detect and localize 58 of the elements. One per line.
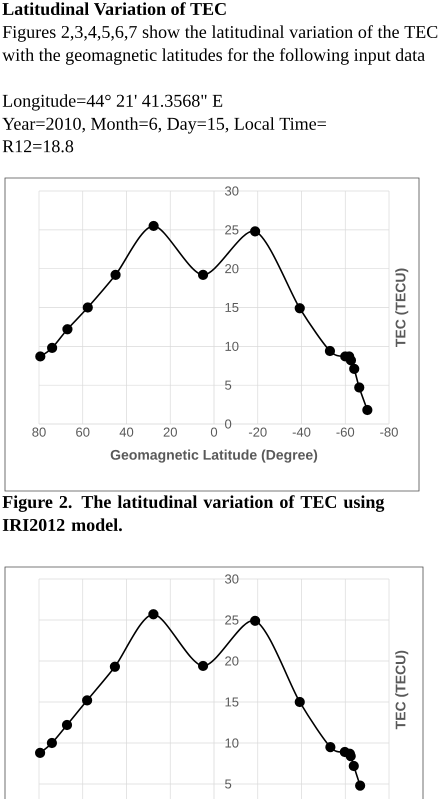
point: [346, 751, 356, 762]
point: [198, 270, 208, 280]
x-tick-label: -20: [248, 428, 267, 437]
point: [348, 760, 359, 772]
point: [62, 324, 73, 334]
point: [349, 364, 360, 374]
x-tick-label: 40: [120, 428, 134, 437]
point: [346, 355, 356, 366]
point: [148, 220, 159, 232]
point: [110, 270, 121, 280]
y-axis-title: TEC (TECU): [395, 268, 408, 348]
point: [294, 303, 305, 314]
caption: Figure 2. The latitudinal variation of TEC using IRI2012 model.: [2, 495, 384, 532]
x-tick-label: 0: [210, 428, 218, 437]
y-tick-label: 15: [226, 302, 238, 312]
x-tick-label: 20: [164, 428, 177, 437]
point: [35, 351, 46, 362]
y-axis-title: TEC (TECU): [395, 650, 408, 730]
x-axis-title: Geomagnetic Latitude (Degree): [110, 450, 318, 463]
point: [46, 738, 58, 748]
text: R12=18.8: [2, 140, 74, 152]
y-tick-label: 10: [226, 738, 238, 748]
x-tick-label: 80: [32, 428, 46, 437]
y-tick-label: 0: [225, 419, 232, 429]
x-tick-label: 60: [76, 428, 90, 437]
y-tick-label: 20: [225, 656, 238, 666]
point: [354, 382, 364, 393]
x-tick-label: -60: [336, 428, 354, 437]
y-tick-label: 20: [225, 264, 238, 274]
x-tick-label: -40: [292, 428, 310, 437]
point: [148, 609, 159, 620]
point: [325, 742, 336, 752]
y-tick-label: 5: [225, 380, 232, 390]
y-tick-label: 5: [225, 779, 232, 789]
y-tick-label: 30: [225, 574, 238, 584]
point: [82, 302, 93, 313]
point: [62, 720, 72, 730]
y-tick-label: 25: [225, 225, 238, 234]
text: Longitude=44° 21' 41.3568" E: [2, 94, 222, 111]
point: [47, 342, 58, 353]
y-tick-label: 15: [226, 697, 238, 707]
x-tick-label: -80: [380, 428, 398, 437]
point: [294, 696, 305, 708]
y-tick-label: 10: [226, 342, 238, 351]
chart-subtitle: Figures 2,3,4,5,6,7 show the latitudinal variation of the TEC with the geomagnetic latitudes for the following input data: [2, 25, 438, 65]
chart-title: Latitudinal Variation of TEC: [2, 2, 226, 16]
point: [198, 660, 208, 672]
point: [34, 748, 46, 758]
point: [324, 346, 336, 356]
y-tick-label: 25: [225, 615, 238, 625]
point: [250, 616, 260, 626]
point: [355, 780, 366, 791]
point: [82, 695, 92, 706]
text: Year=2010, Month=6, Day=15, Local Time=: [2, 117, 326, 134]
point: [110, 662, 120, 672]
y-tick-label: 30: [225, 186, 238, 196]
point: [250, 226, 260, 236]
point: [362, 404, 372, 416]
